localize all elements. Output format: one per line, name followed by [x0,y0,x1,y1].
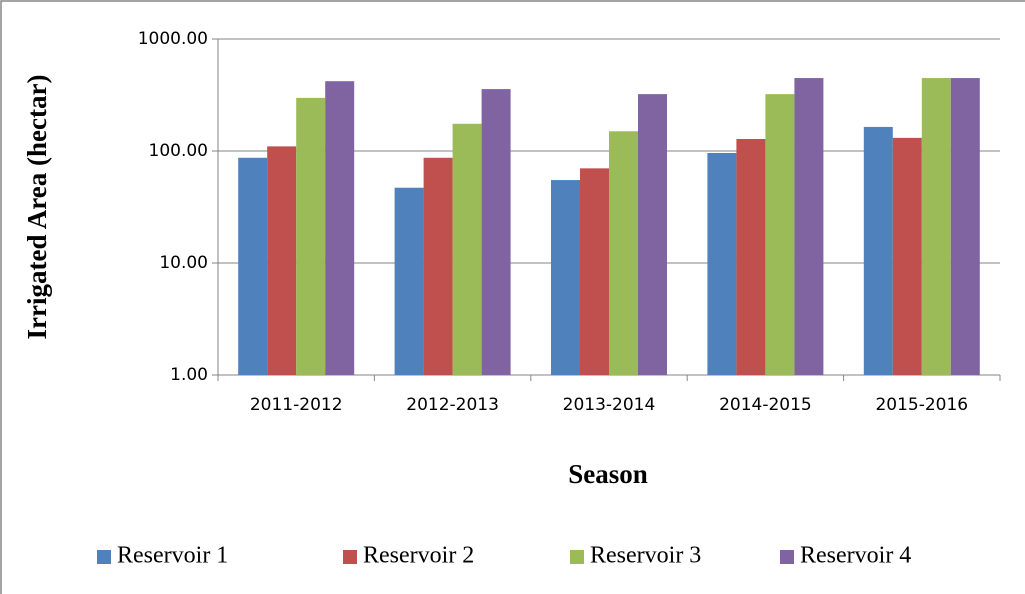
bar [394,187,424,375]
bar [863,126,893,375]
legend-swatch [780,550,794,564]
bar [481,89,511,375]
x-tick-label: 2011-2012 [250,395,343,415]
x-tick-label: 2013-2014 [563,395,656,415]
bar [736,138,766,375]
legend-label: Reservoir 4 [800,543,911,569]
y-tick-label: 1.00 [170,365,208,385]
bar [892,137,922,375]
legend-swatch [343,550,357,564]
x-tick-label: 2015-2016 [875,395,968,415]
legend-label: Reservoir 1 [117,543,228,569]
bar [325,81,355,376]
bar [267,146,297,375]
bar [638,94,667,375]
y-tick-label: 1000.00 [138,29,208,49]
bar [707,152,737,375]
bar [238,157,268,375]
bar [950,78,980,376]
y-tick-label: 100.00 [149,141,208,161]
x-tick-label: 2012-2013 [406,395,499,415]
bar [423,157,453,375]
legend-swatch [97,550,111,564]
x-tick-label: 2014-2015 [719,395,812,415]
x-axis-title: Season [568,459,648,489]
bar [551,180,580,375]
y-axis-title: Irrigated Area (hectar) [22,75,52,340]
legend-swatch [570,550,584,564]
bar [765,94,795,375]
bar [921,78,951,376]
y-tick-label: 10.00 [159,253,208,273]
legend-label: Reservoir 2 [363,543,474,569]
bar [580,168,609,375]
bar [452,123,482,375]
bar [609,131,638,375]
bar [794,78,824,376]
legend-label: Reservoir 3 [590,543,701,569]
bar [296,97,326,375]
